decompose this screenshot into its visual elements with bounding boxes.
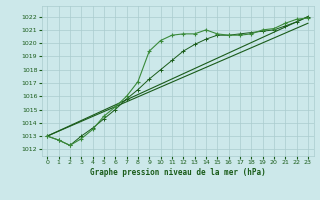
X-axis label: Graphe pression niveau de la mer (hPa): Graphe pression niveau de la mer (hPa) <box>90 168 266 177</box>
